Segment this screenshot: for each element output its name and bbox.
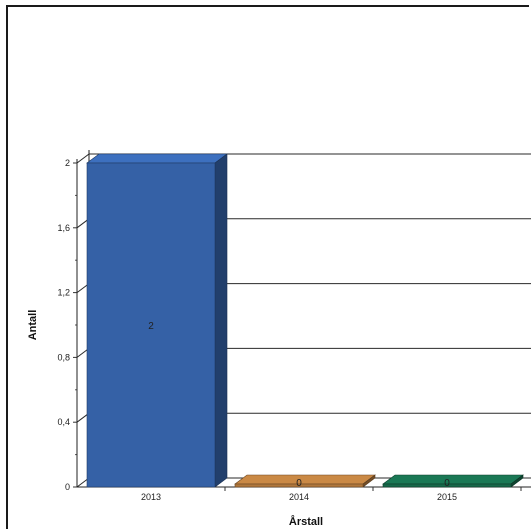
- data-label: 0: [296, 478, 302, 489]
- bar-top-2015: [382, 474, 524, 485]
- y-axis-title: Antall: [27, 310, 39, 341]
- bar-top-2014: [234, 474, 376, 485]
- bar-2013: [86, 162, 216, 488]
- bar-2014: [234, 483, 364, 488]
- y-tick-label: 0: [65, 482, 70, 492]
- y-tick-label: 2: [65, 158, 70, 168]
- y-tick-label: 1,6: [57, 223, 70, 233]
- data-label: 0: [444, 478, 450, 489]
- x-tick-label: 2015: [437, 492, 457, 502]
- bar-top-2013: [86, 153, 228, 164]
- x-axis-title: Årstall: [289, 515, 323, 528]
- bar-layer: [86, 153, 524, 488]
- y-tick-label: 1,2: [57, 288, 70, 298]
- data-label: 2: [148, 321, 154, 332]
- label-layer: 0 0,4 0,8 1,2 1,6 2 2 2013 0 2014 0 2015: [57, 158, 457, 502]
- y-tick-label: 0,4: [57, 417, 70, 427]
- bar-2015: [382, 483, 512, 488]
- gridline-side-5: [76, 153, 90, 164]
- bar-side-2013: [214, 153, 228, 488]
- x-tick-label: 2014: [289, 492, 309, 502]
- y-tick-label: 0,8: [57, 352, 70, 362]
- x-tick-label: 2013: [141, 492, 161, 502]
